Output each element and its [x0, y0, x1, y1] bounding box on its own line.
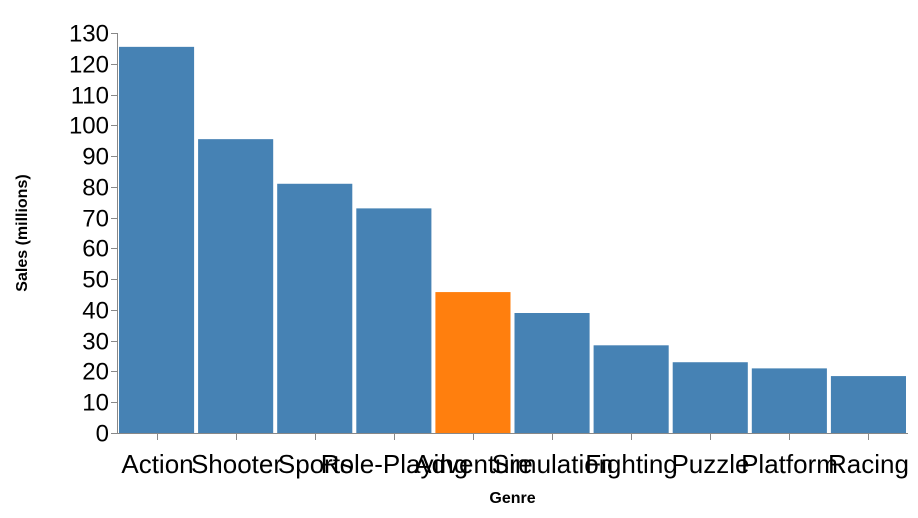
bars-layer [119, 46, 906, 433]
y-tick-label: 110 [71, 83, 109, 110]
bar-sports [277, 183, 353, 433]
x-tick-label: Sports [278, 449, 353, 479]
x-axis-title: Genre [489, 490, 535, 507]
y-axis: 0 10 20 30 40 50 60 70 80 90 100 110 120 130 [69, 21, 118, 448]
y-tick-label: 100 [69, 113, 109, 140]
x-tick-label: Shooter [191, 449, 282, 479]
x-tick-label: Puzzle [671, 449, 749, 479]
bar-simulation [514, 313, 590, 433]
bar-puzzle [672, 362, 748, 433]
bar-fighting [593, 345, 669, 433]
y-tick-label: 70 [82, 206, 109, 233]
x-tick-label: Platform [741, 449, 838, 479]
y-tick-label: 80 [82, 175, 109, 202]
y-tick-label: 50 [82, 267, 109, 294]
x-tick-label: Racing [828, 449, 909, 479]
bar-platform [751, 368, 827, 433]
x-tick-label: Adventure [414, 449, 533, 479]
y-tick-label: 60 [82, 236, 109, 263]
y-tick-label: 10 [82, 390, 109, 417]
bar-role-playing [356, 208, 432, 433]
y-axis-title: Sales (millions) [14, 174, 31, 291]
bar-racing [830, 376, 906, 433]
x-tick-label: Action [121, 449, 193, 479]
x-tick-label: Simulation [492, 449, 613, 479]
y-tick-label: 30 [82, 329, 109, 356]
y-tick-label: 130 [69, 21, 109, 48]
y-tick-label: 0 [96, 421, 109, 448]
bar-action [119, 46, 195, 433]
bar-shooter [198, 139, 274, 433]
y-tick-label: 120 [69, 52, 109, 79]
y-tick-label: 40 [82, 298, 109, 325]
x-axis: ActionShooterSportsRole-PlayingAdventure… [117, 433, 909, 479]
x-tick-label: Fighting [585, 449, 678, 479]
y-tick-label: 20 [82, 359, 109, 386]
x-tick-label: Role-Playing [321, 449, 468, 479]
bar-adventure [435, 292, 511, 433]
y-tick-label: 90 [82, 144, 109, 171]
